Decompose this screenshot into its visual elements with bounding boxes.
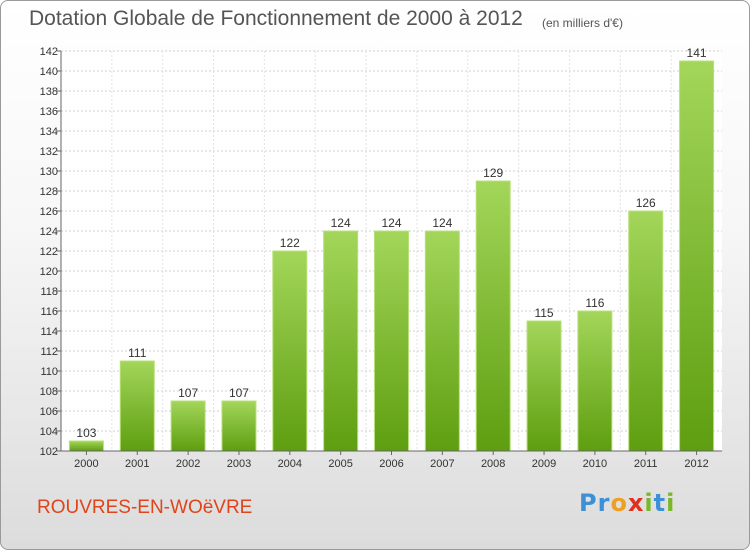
x-tick-label: 2003 <box>227 458 251 470</box>
commune-name: ROUVRES-EN-WOëVRE <box>37 497 253 518</box>
data-label: 141 <box>687 46 707 60</box>
bar <box>119 360 155 452</box>
x-tick-label: 2008 <box>481 458 505 470</box>
y-tick-label: 128 <box>40 186 58 198</box>
y-tick-label: 122 <box>40 246 58 258</box>
bar <box>323 230 359 452</box>
x-tick-label: 2011 <box>634 458 658 470</box>
y-tick-label: 110 <box>40 366 58 378</box>
bar <box>577 310 613 452</box>
data-label: 107 <box>178 386 198 400</box>
x-tick-label: 2004 <box>278 458 302 470</box>
chart-title: Dotation Globale de Fonctionnement de 20… <box>29 7 523 30</box>
x-tick-label: 2002 <box>176 458 200 470</box>
bar <box>475 180 511 452</box>
data-label: 122 <box>280 236 300 250</box>
chart-subtitle: (en milliers d'€) <box>542 16 623 30</box>
y-tick-label: 108 <box>40 386 58 398</box>
y-tick-label: 118 <box>40 286 58 298</box>
y-tick-label: 138 <box>40 86 58 98</box>
logo-letter: o <box>610 489 628 517</box>
y-tick-label: 126 <box>40 206 58 218</box>
logo-letter: t <box>653 489 667 517</box>
logo-letter: r <box>597 489 611 517</box>
data-label: 124 <box>381 216 401 230</box>
x-tick-label: 2009 <box>532 458 556 470</box>
bar <box>221 400 257 452</box>
y-tick-label: 130 <box>40 166 58 178</box>
logo-letter: P <box>579 489 598 517</box>
y-tick-label: 102 <box>40 446 58 458</box>
y-tick-label: 142 <box>40 46 58 58</box>
y-tick-label: 114 <box>40 326 58 338</box>
data-label: 107 <box>229 386 249 400</box>
data-label: 111 <box>128 346 147 360</box>
logo-letter: i <box>666 489 676 517</box>
bar <box>272 250 308 452</box>
x-tick-label: 2006 <box>379 458 403 470</box>
y-tick-label: 134 <box>40 126 58 138</box>
x-tick-label: 2005 <box>328 458 352 470</box>
y-tick-label: 116 <box>40 306 58 318</box>
proxiti-logo[interactable]: Proxiti <box>579 489 675 517</box>
logo-letter: i <box>644 489 654 517</box>
y-tick-label: 140 <box>40 66 58 78</box>
data-label: 124 <box>331 216 351 230</box>
bar <box>170 400 206 452</box>
bar <box>679 60 715 452</box>
y-tick-label: 120 <box>40 266 58 278</box>
bar <box>68 440 104 452</box>
y-tick-label: 136 <box>40 106 58 118</box>
data-label: 115 <box>534 306 553 320</box>
data-label: 126 <box>636 196 656 210</box>
data-label: 129 <box>483 166 503 180</box>
data-label: 124 <box>432 216 452 230</box>
x-tick-label: 2010 <box>583 458 607 470</box>
y-tick-label: 112 <box>40 346 58 358</box>
bar <box>424 230 460 452</box>
y-tick-label: 106 <box>40 406 58 418</box>
y-tick-label: 104 <box>40 426 58 438</box>
bar <box>374 230 409 452</box>
x-tick-label: 2001 <box>125 458 149 470</box>
logo-letter: x <box>627 489 645 517</box>
data-label: 103 <box>76 426 96 440</box>
x-tick-label: 2012 <box>684 458 708 470</box>
y-tick-label: 124 <box>40 226 58 238</box>
bar <box>526 320 562 452</box>
x-tick-label: 2000 <box>74 458 98 470</box>
x-tick-label: 2007 <box>430 458 454 470</box>
bar <box>628 210 664 452</box>
data-label: 116 <box>585 296 604 310</box>
y-tick-label: 132 <box>40 146 58 158</box>
